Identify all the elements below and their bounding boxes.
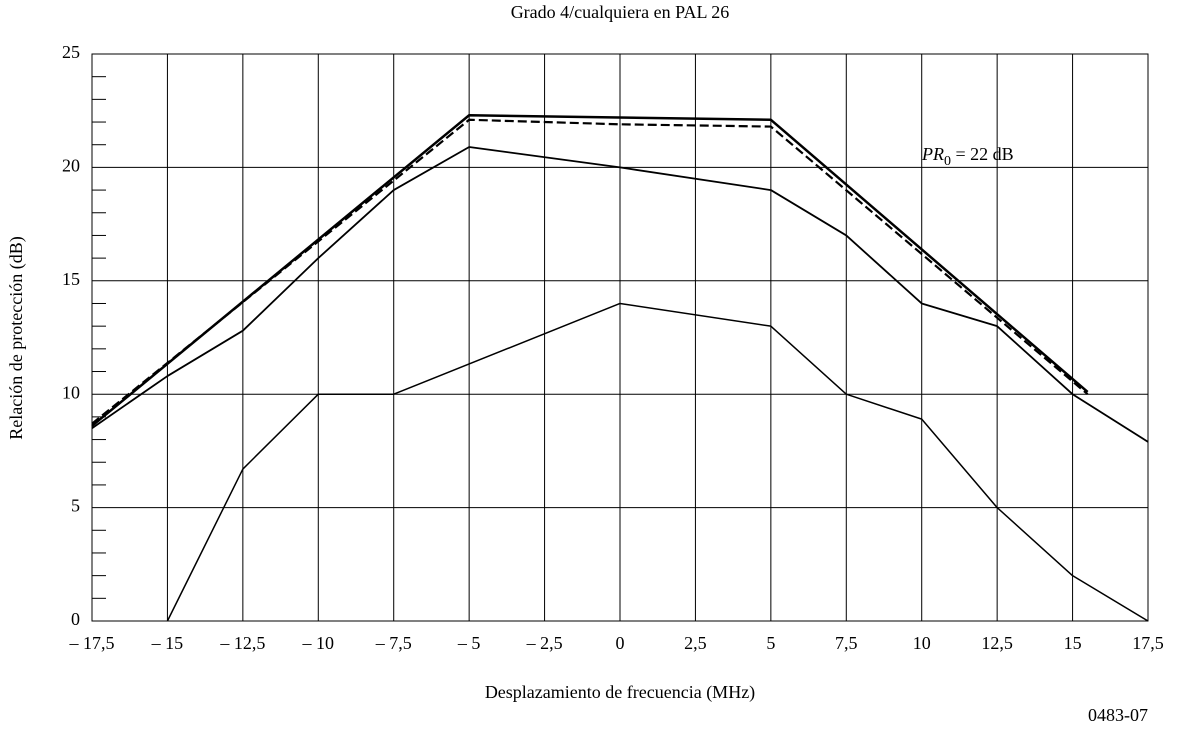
x-tick-label: – 2,5 <box>526 633 563 653</box>
x-tick-label: 17,5 <box>1132 633 1164 653</box>
series-line <box>91 146 1149 443</box>
annotation-sub: 0 <box>944 154 951 169</box>
y-tick-label: 25 <box>62 42 80 62</box>
x-tick-label: 2,5 <box>684 633 707 653</box>
x-axis-label: Desplazamiento de frecuencia (MHz) <box>485 682 755 703</box>
x-tick-label: 0 <box>616 633 625 653</box>
y-tick-label: 15 <box>62 269 80 289</box>
y-tick-label: 10 <box>62 382 80 402</box>
y-tick-label: 0 <box>71 609 80 629</box>
annotation: PR0 = 22 dB <box>921 144 1014 169</box>
x-tick-label: – 15 <box>151 633 184 653</box>
y-axis-label: Relación de protección (dB) <box>6 236 27 439</box>
x-tick-label: – 12,5 <box>219 633 265 653</box>
series-line <box>166 302 1149 622</box>
x-tick-label: 15 <box>1064 633 1082 653</box>
x-tick-label: 7,5 <box>835 633 858 653</box>
annotation-rest: = 22 dB <box>951 144 1014 164</box>
x-tick-label: 12,5 <box>981 633 1013 653</box>
series-line <box>91 118 1089 425</box>
annotation-main: PR <box>921 144 944 164</box>
x-tick-label: – 10 <box>302 633 335 653</box>
x-tick-label: 10 <box>913 633 931 653</box>
x-tick-label: – 7,5 <box>375 633 412 653</box>
figure-id: 0483-07 <box>1088 705 1148 725</box>
y-tick-label: 5 <box>71 496 80 516</box>
chart-title: Grado 4/cualquiera en PAL 26 <box>511 2 730 22</box>
x-tick-label: – 5 <box>457 633 481 653</box>
x-tick-label: 5 <box>766 633 775 653</box>
y-tick-label: 20 <box>62 156 80 176</box>
x-tick-label: – 17,5 <box>69 633 115 653</box>
